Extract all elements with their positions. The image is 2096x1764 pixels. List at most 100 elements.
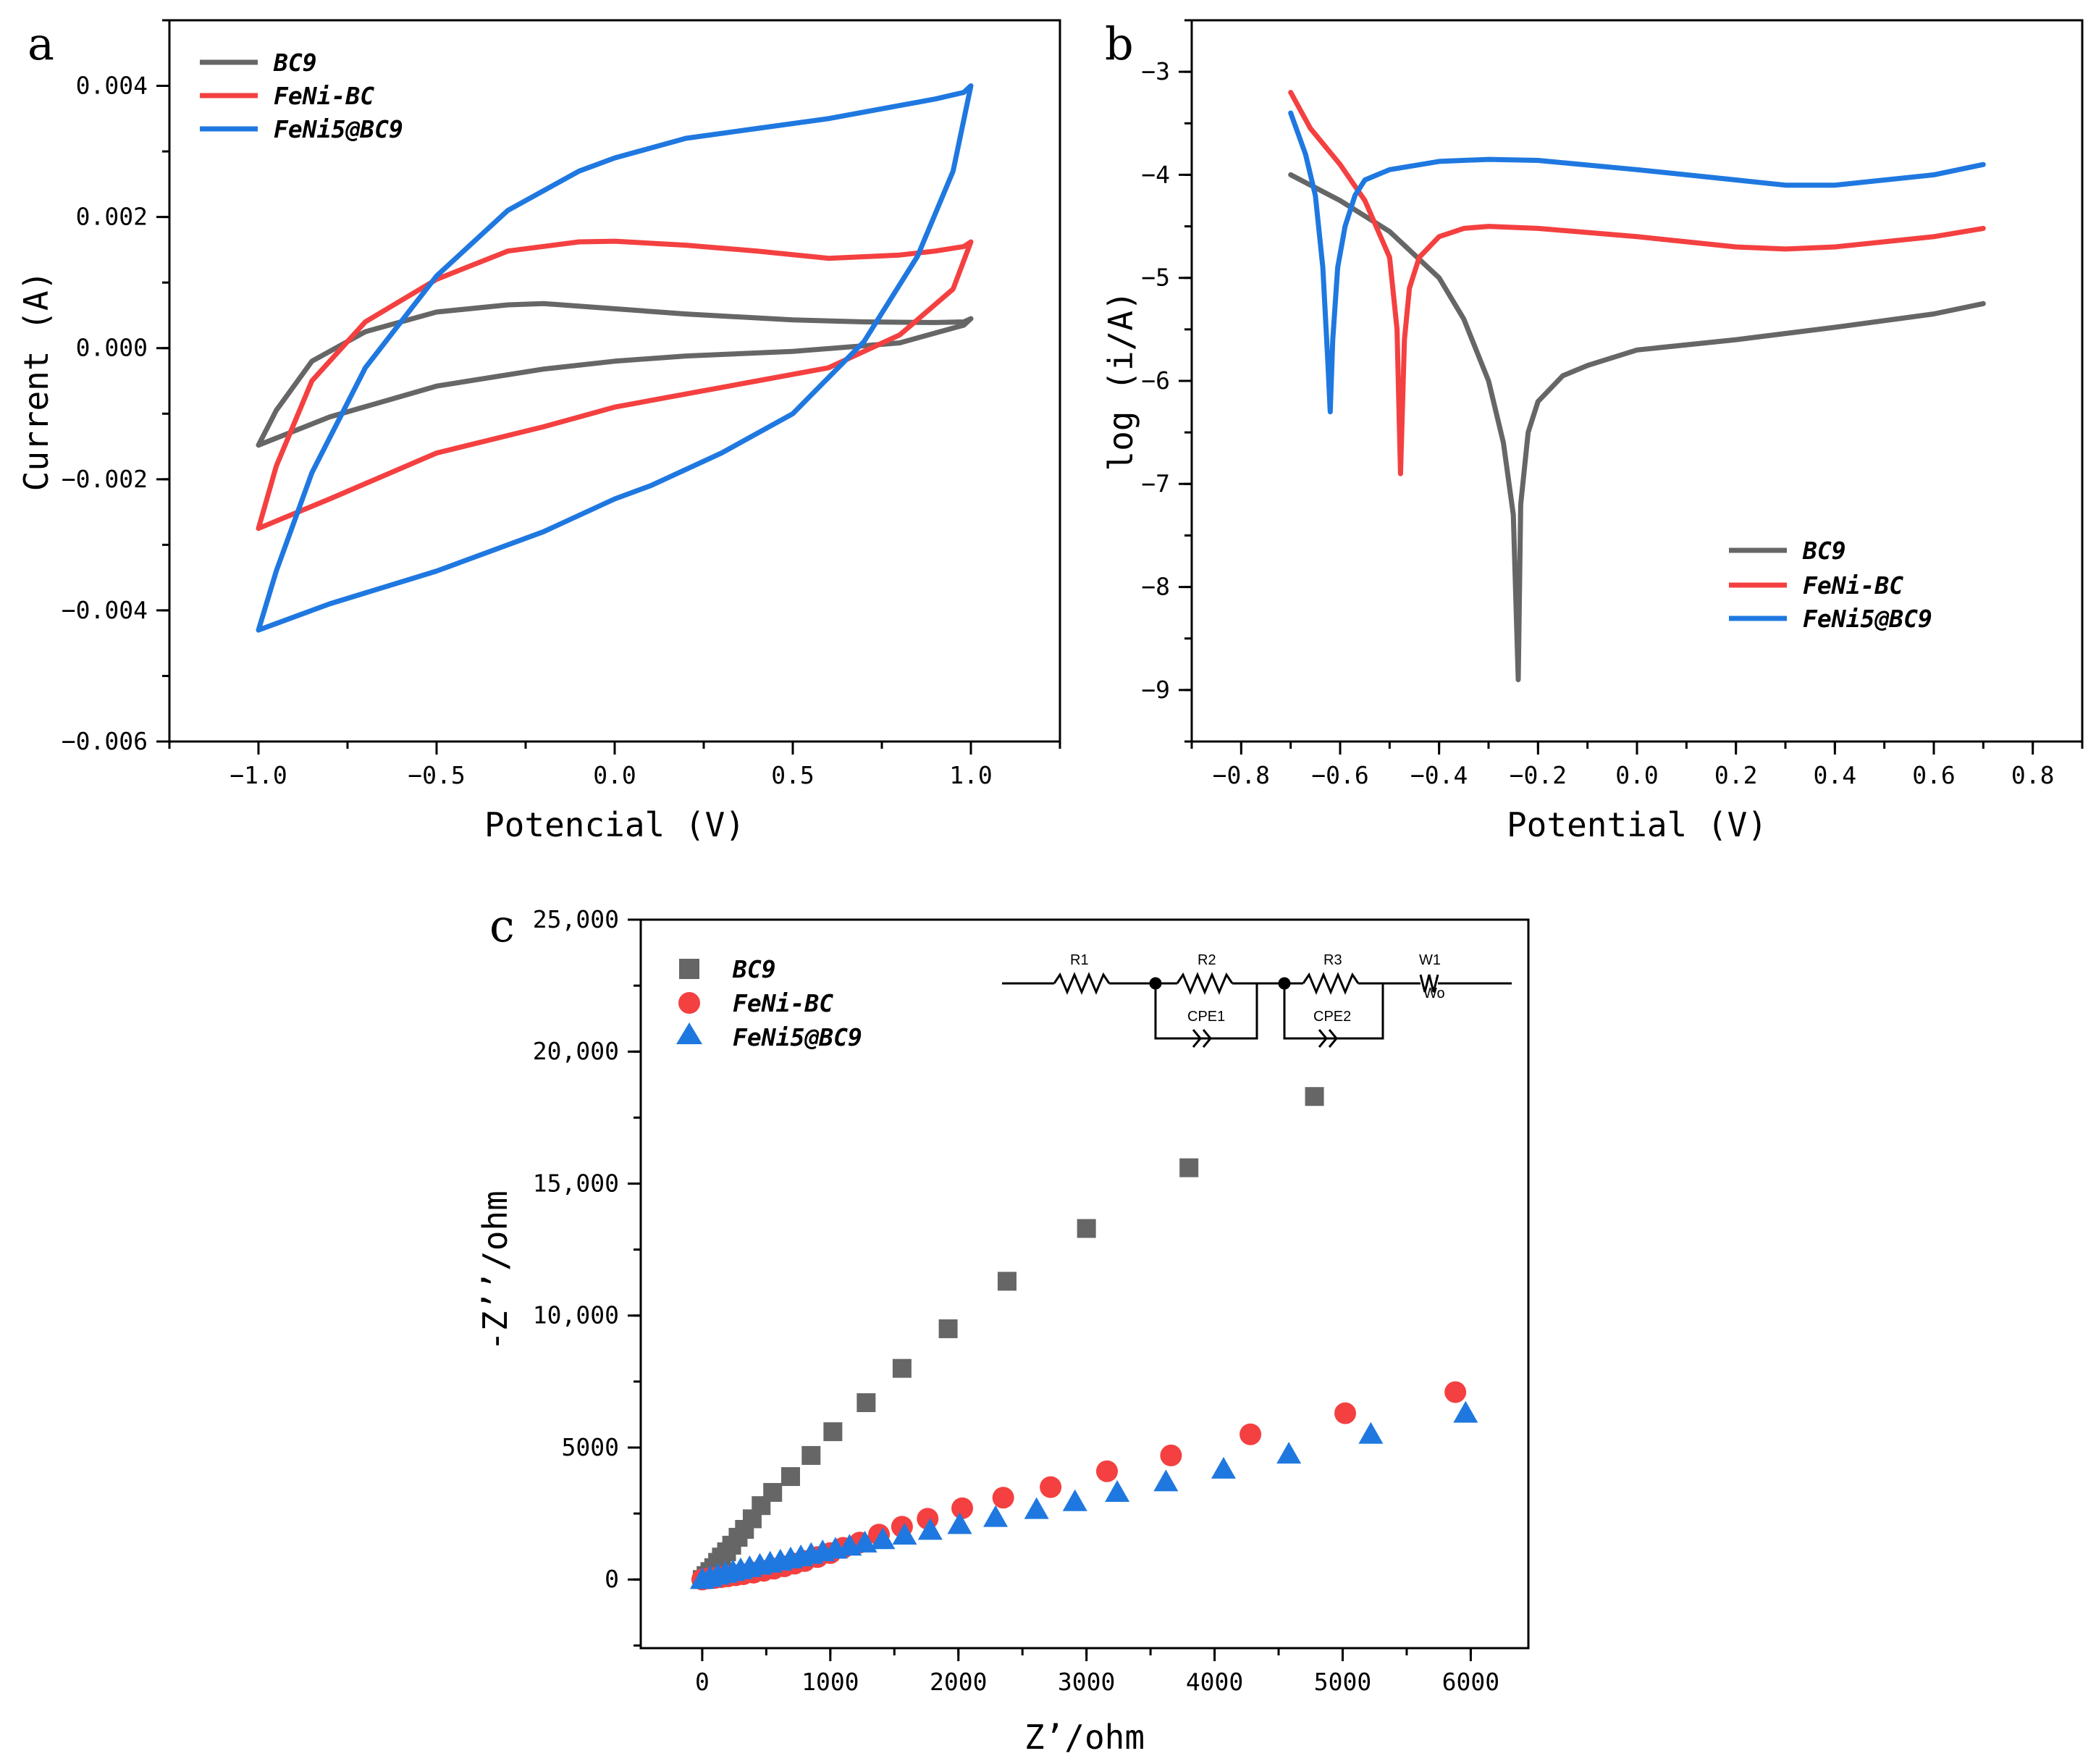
legend-a-BC9: BC9 bbox=[273, 49, 317, 77]
y-tick-label: 10,000 bbox=[533, 1301, 619, 1330]
x-tick-label: −0.4 bbox=[1410, 761, 1468, 789]
x-tick-label: 0 bbox=[695, 1668, 710, 1696]
circuit-label-W1: W1 bbox=[1419, 952, 1441, 968]
x-tick-label: 5000 bbox=[1314, 1668, 1371, 1696]
x-tick-label: 1000 bbox=[801, 1668, 859, 1696]
series-FeNi5BC9-point bbox=[1211, 1456, 1236, 1479]
series-FeNi5BC9-point bbox=[1453, 1400, 1478, 1423]
circuit-node-2 bbox=[1278, 977, 1291, 990]
legend-a-FeNi-BC: FeNi-BC bbox=[274, 82, 374, 110]
series-FeNi5BC9-point bbox=[1358, 1421, 1384, 1444]
series-FeNiBC-line bbox=[256, 238, 974, 532]
circuit-resistor-R3 bbox=[1302, 972, 1360, 995]
circuit-label-R2: R2 bbox=[1198, 952, 1216, 968]
legend-c-marker-BC9 bbox=[679, 959, 699, 979]
y-tick-label: 20,000 bbox=[533, 1037, 619, 1065]
y-tick-label: 0 bbox=[605, 1565, 619, 1593]
x-tick-label: 4000 bbox=[1186, 1668, 1243, 1696]
panel-b-frame bbox=[1190, 19, 2084, 743]
circuit-warburg-W1 bbox=[1419, 974, 1439, 993]
x-tick-label: −0.5 bbox=[408, 761, 465, 789]
legend-c-FeNi-BC: FeNi-BC bbox=[733, 989, 833, 1017]
y-tick-label: 0.000 bbox=[76, 334, 148, 362]
circuit-cpe2-symbol-b bbox=[1328, 1029, 1338, 1048]
x-tick-label: 0.8 bbox=[2011, 761, 2055, 789]
panel-label-b: b bbox=[1105, 17, 1134, 70]
legend-c-marker-FeNi5BC9 bbox=[676, 1022, 702, 1044]
y-tick-label: −7 bbox=[1141, 469, 1170, 497]
series-BC9-point bbox=[892, 1358, 912, 1378]
y-tick-label: 0.004 bbox=[76, 72, 148, 100]
y-tick-label: 5000 bbox=[562, 1433, 619, 1461]
x-tick-label: 0.4 bbox=[1814, 761, 1857, 789]
series-FeNi5BC9-point bbox=[947, 1512, 972, 1534]
panel-c-frame bbox=[639, 918, 1530, 1650]
panel-a-legend: BC9 FeNi-BC FeNi5@BC9 bbox=[200, 49, 403, 143]
panel-label-a: a bbox=[28, 17, 54, 70]
legend-b-FeNi5BC9: FeNi5@BC9 bbox=[1803, 605, 1932, 633]
series-FeNi5BC9-point bbox=[917, 1518, 943, 1540]
circuit-label-CPE1: CPE1 bbox=[1187, 1009, 1225, 1025]
circuit-label-R1: R1 bbox=[1070, 952, 1089, 968]
circuit-cpe2-branch bbox=[1283, 983, 1384, 1040]
legend-c-marker-FeNi-BC bbox=[678, 992, 700, 1014]
series-FeNi5BC9-point bbox=[1024, 1497, 1049, 1519]
series-BC9-point bbox=[1179, 1158, 1199, 1177]
x-tick-label: 0.6 bbox=[1912, 761, 1956, 789]
y-tick-label: −6 bbox=[1141, 366, 1170, 395]
series-BC9-point bbox=[763, 1482, 783, 1502]
circuit-node-1 bbox=[1149, 977, 1162, 990]
x-tick-label: 3000 bbox=[1058, 1668, 1115, 1696]
circuit-cpe2-symbol-a bbox=[1318, 1029, 1328, 1048]
legend-c-BC9: BC9 bbox=[732, 955, 776, 983]
y-tick-label: −4 bbox=[1141, 160, 1170, 188]
series-BC9-point bbox=[997, 1272, 1017, 1291]
legend-a-FeNi5BC9: FeNi5@BC9 bbox=[274, 115, 403, 143]
x-tick-label: −0.6 bbox=[1311, 761, 1368, 789]
series-FeNiBC-point bbox=[951, 1497, 974, 1519]
circuit-cpe1-symbol-b bbox=[1202, 1029, 1212, 1048]
x-tick-label: 0.2 bbox=[1714, 761, 1758, 789]
circuit-label-Wo: Wo bbox=[1423, 986, 1445, 1001]
y-tick-label: −0.002 bbox=[62, 465, 148, 493]
series-FeNi5BC9-point bbox=[1153, 1469, 1179, 1492]
panel-a-xlabel: Potencial (V) bbox=[484, 805, 745, 844]
panel-a-series bbox=[256, 83, 974, 633]
series-BC9-point bbox=[1077, 1219, 1096, 1238]
x-tick-label: −1.0 bbox=[230, 761, 287, 789]
panel-b-xlabel: Potential (V) bbox=[1507, 805, 1767, 844]
panel-c: c 0 1000 2000 3000 4000 5000 6000 0 5000 10,000 15… bbox=[476, 899, 1530, 1757]
series-FeNi5BC9-point bbox=[852, 1530, 877, 1553]
series-FeNi5BC9-point bbox=[1276, 1442, 1302, 1464]
x-tick-label: −0.8 bbox=[1213, 761, 1270, 789]
panel-c-ticks: 0 1000 2000 3000 4000 5000 6000 0 5000 10,000 15,0… bbox=[533, 905, 1499, 1696]
y-tick-label: 25,000 bbox=[533, 905, 619, 933]
series-BC9-line bbox=[256, 301, 974, 448]
y-tick-label: −8 bbox=[1141, 573, 1170, 601]
x-tick-label: −0.2 bbox=[1510, 761, 1567, 789]
panel-c-xlabel: Z’/ohm bbox=[1024, 1718, 1145, 1757]
x-tick-label: 0.0 bbox=[593, 761, 636, 789]
panel-a: a −1.0 −0.5 0.0 0.5 1.0 −0.006 −0.004 −0.002 0.0… bbox=[17, 17, 1061, 844]
series-FeNi5BC9-point bbox=[870, 1527, 896, 1550]
equivalent-circuit bbox=[1002, 972, 1512, 1048]
y-tick-label: 0.002 bbox=[76, 203, 148, 231]
panel-b-ylabel: log (i/A) bbox=[1101, 290, 1140, 471]
series-FeNiBC-line bbox=[1288, 90, 1986, 476]
series-FeNi5BC9-point bbox=[1105, 1479, 1130, 1502]
circuit-label-CPE2: CPE2 bbox=[1313, 1009, 1351, 1025]
series-BC9-point bbox=[823, 1422, 843, 1442]
circuit-cpe1-branch bbox=[1154, 983, 1258, 1040]
legend-c-FeNi5BC9: FeNi5@BC9 bbox=[733, 1023, 862, 1051]
x-tick-label: 2000 bbox=[930, 1668, 987, 1696]
series-FeNiBC-point bbox=[1444, 1381, 1467, 1403]
panel-b: b −0.8 −0.6 −0.4 −0.2 0.0 0.2 0.4 0.6 0.8−9−8−7−… bbox=[1101, 17, 2084, 844]
series-FeNi5BC9-point bbox=[1062, 1489, 1087, 1511]
y-tick-label: −0.004 bbox=[62, 596, 148, 624]
series-BC9-line bbox=[1288, 172, 1986, 683]
panel-b-legend: BC9 FeNi-BC FeNi5@BC9 bbox=[1729, 537, 1932, 633]
x-tick-label: 1.0 bbox=[949, 761, 993, 789]
series-FeNiBC-point bbox=[1040, 1476, 1062, 1498]
panel-c-legend: BC9 FeNi-BC FeNi5@BC9 bbox=[676, 955, 862, 1051]
